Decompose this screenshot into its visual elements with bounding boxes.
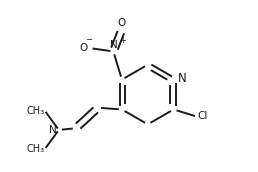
Text: CH₃: CH₃ <box>26 106 44 116</box>
Text: N: N <box>49 125 57 135</box>
Text: −: − <box>85 35 92 44</box>
Text: N: N <box>178 72 187 85</box>
Text: O: O <box>79 43 87 53</box>
Text: O: O <box>118 18 126 28</box>
Text: +: + <box>119 36 126 45</box>
Text: N: N <box>109 40 117 50</box>
Text: Cl: Cl <box>198 111 208 121</box>
Text: CH₃: CH₃ <box>26 144 44 154</box>
